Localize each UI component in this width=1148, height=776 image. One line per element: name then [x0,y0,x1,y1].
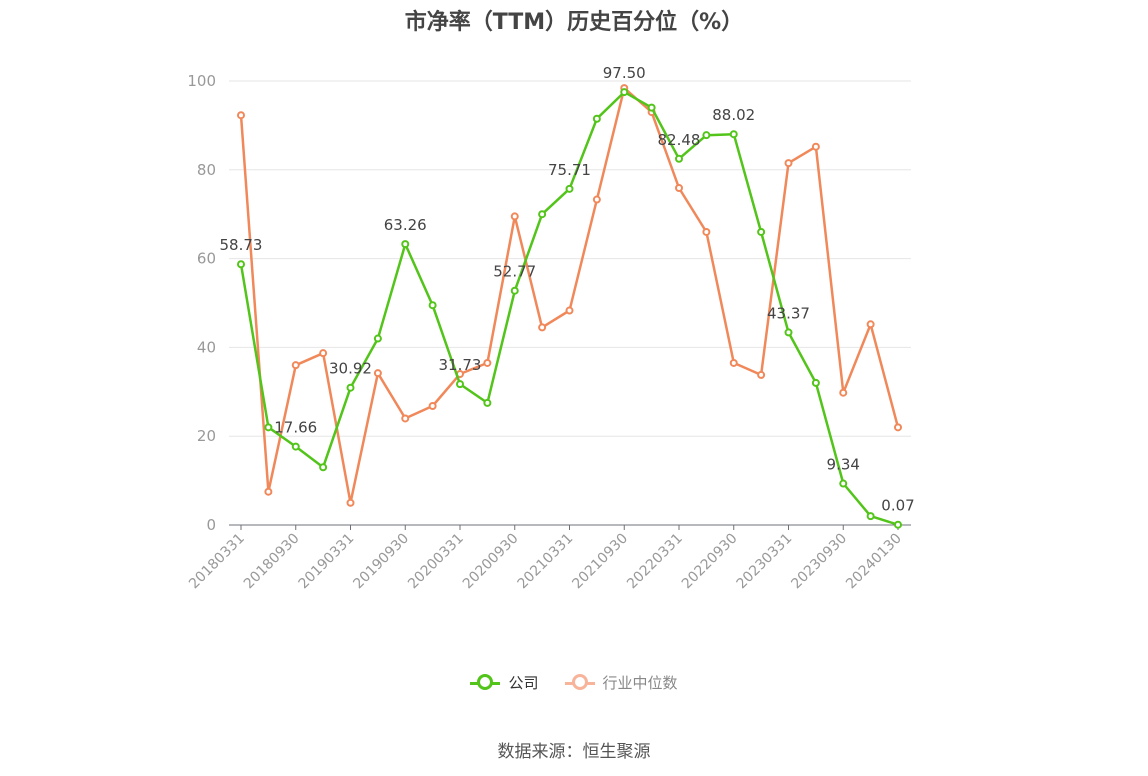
grid-lines [229,80,911,437]
point-industry-13 [592,195,601,204]
point-industry-23 [866,320,875,329]
legend-item-industry[interactable]: 行业中位数 [564,672,678,693]
x-tick-label-20190930: 20190930 [350,531,412,593]
legend: 公司 行业中位数 [0,672,1148,693]
point-industry-5 [373,369,382,378]
legend-company-marker-icon [470,673,501,690]
x-tick-label-20200930: 20200930 [460,531,522,593]
point-company-20 [784,328,793,337]
data-label-company-0: 58.73 [220,236,263,254]
legend-company-label: 公司 [508,674,539,692]
x-tick-label-20230930: 20230930 [788,531,850,593]
x-tick-label-20180331: 20180331 [186,531,248,593]
point-industry-11 [538,323,547,332]
point-company-6 [401,240,410,249]
point-industry-0 [237,111,245,120]
data-label-company-12: 75.71 [548,161,591,179]
x-tick-label-20190331: 20190331 [296,531,358,593]
x-axis: 2018033120180930201903312019093020200331… [186,524,911,593]
x-tick-label-20200331: 20200331 [405,531,467,593]
data-label-company-6: 63.26 [384,216,427,234]
point-company-11 [538,210,547,219]
point-industry-10 [510,212,519,221]
point-company-7 [428,301,437,310]
legend-item-company[interactable]: 公司 [470,672,539,693]
point-company-5 [373,334,382,343]
point-industry-4 [346,498,355,507]
point-company-24 [894,520,902,529]
point-industry-18 [729,358,738,367]
x-tick-label-20210930: 20210930 [569,531,631,593]
point-company-8 [456,380,464,389]
point-industry-16 [675,184,683,193]
point-industry-9 [483,358,492,367]
legend-industry-marker-icon [564,673,595,690]
point-company-1 [264,423,273,432]
x-tick-label-20220331: 20220331 [624,531,686,593]
point-company-9 [483,398,492,407]
y-axis-ticks: 0 20 40 60 80 100 [187,72,216,534]
data-label-company-20: 43.37 [767,304,810,322]
series-line-industry [239,86,900,505]
point-company-15 [647,103,656,112]
x-tick-label-20220930: 20220930 [679,531,741,593]
data-labels: 58.73 17.66 30.92 63.26 31.73 52.77 75.71 97.50… [220,64,915,515]
chart-title: 市净率（TTM）历史百分位（%） [404,10,744,35]
point-industry-21 [811,142,820,151]
point-company-0 [237,260,245,269]
point-company-3 [319,463,328,472]
data-label-company-24: 0.07 [881,497,914,515]
chart-canvas: 0 20 40 60 80 100 201803312018093020190331201… [186,64,915,593]
point-company-23 [866,512,875,521]
legend-industry-label: 行业中位数 [602,674,678,692]
x-tick-label-20240130: 20240130 [843,531,905,593]
data-label-company-2: 17.66 [274,419,317,437]
data-label-company-10: 52.77 [493,263,536,281]
point-industry-6 [401,414,410,423]
point-industry-2 [291,361,300,370]
point-company-12 [565,184,574,193]
point-industry-19 [757,370,766,379]
point-company-13 [592,114,601,123]
y-tick-label-100: 100 [187,72,216,90]
data-label-company-16: 82.48 [658,131,701,149]
point-industry-3 [319,349,328,358]
x-tick-label-20230331: 20230331 [734,531,796,593]
point-industry-7 [428,402,437,411]
data-label-company-4: 30.92 [329,360,372,378]
y-tick-label-60: 60 [197,250,216,268]
point-company-2 [291,442,300,451]
point-company-19 [757,227,766,236]
data-label-company-22: 9.34 [827,456,860,474]
point-industry-22 [839,388,848,397]
point-industry-12 [565,306,574,315]
data-label-company-18: 88.02 [712,106,755,124]
y-tick-label-40: 40 [197,338,216,356]
data-label-company-14: 97.50 [603,64,646,82]
point-industry-1 [264,487,273,496]
y-tick-label-0: 0 [206,516,216,534]
point-industry-20 [784,159,793,168]
x-tick-label-20210331: 20210331 [515,531,577,593]
point-company-16 [675,154,683,163]
point-company-21 [811,378,820,387]
data-source: 数据来源：恒生聚源 [497,742,651,762]
y-tick-label-80: 80 [197,161,216,179]
point-company-14 [620,88,629,97]
point-company-22 [839,479,848,488]
point-company-4 [346,383,355,392]
data-label-company-8: 31.73 [439,356,482,374]
point-company-10 [510,286,519,295]
y-tick-label-20: 20 [197,427,216,445]
point-company-18 [729,130,738,139]
x-tick-label-20180930: 20180930 [241,531,303,593]
point-company-17 [702,131,711,140]
series-layer [237,84,902,529]
point-industry-24 [894,423,902,432]
point-industry-17 [702,227,711,236]
